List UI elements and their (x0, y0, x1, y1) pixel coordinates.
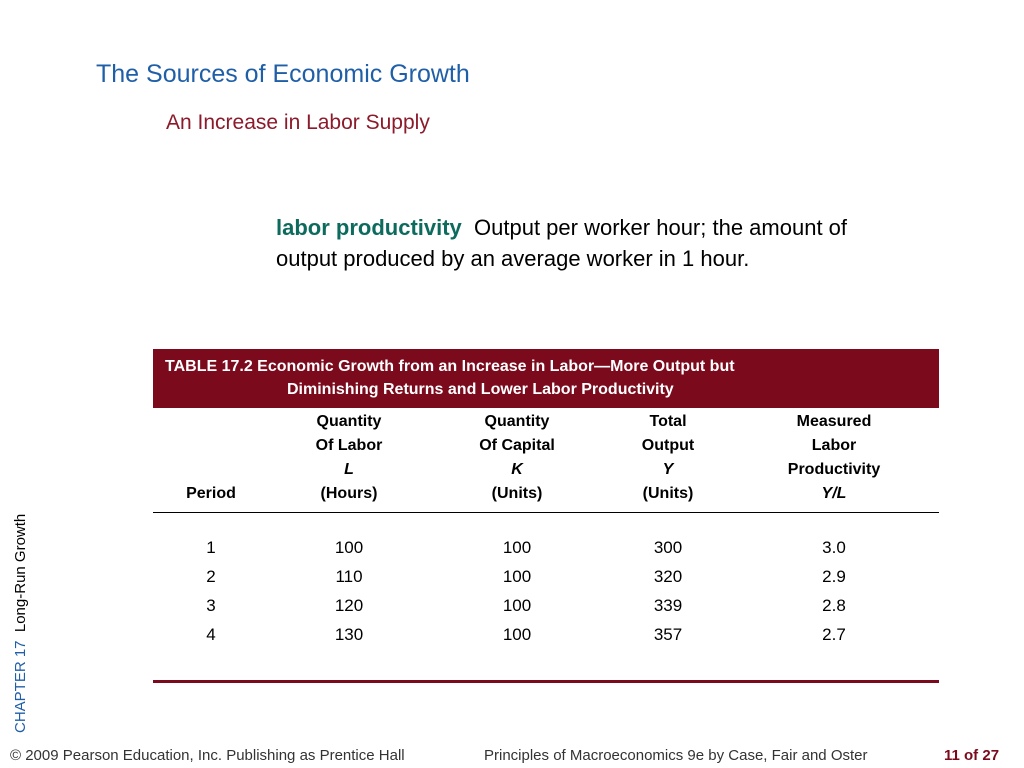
table-cell: 3 (206, 596, 216, 615)
column-header-line: K (511, 461, 523, 478)
column-header-line: Of Capital (479, 437, 555, 454)
column-header-2: Quantity Of Labor L (Hours) (274, 410, 424, 506)
column-header-1: Period (136, 482, 286, 506)
table-cell: 100 (502, 567, 532, 586)
header-divider (153, 512, 939, 513)
table-cell: 4 (206, 625, 216, 644)
column-header-line: Y (662, 461, 674, 478)
column-header-line: Output (641, 437, 695, 454)
table-cell: 2.8 (822, 596, 846, 615)
table-cell: 100 (502, 596, 532, 615)
table-cell: 100 (502, 625, 532, 644)
table-row: 2 110 100 320 2.9 (153, 567, 939, 596)
column-header-line: Total (649, 413, 687, 430)
chapter-number: CHAPTER 17 (12, 640, 29, 733)
table-cell: 300 (653, 538, 683, 557)
definition-term: labor productivity (276, 215, 462, 240)
definition-block: labor productivity Output per worker hou… (276, 212, 856, 274)
table-cell: 100 (502, 538, 532, 557)
table-cell: 1 (206, 538, 216, 557)
table-caption-line1: TABLE 17.2 Economic Growth from an Incre… (165, 358, 735, 375)
table-cell: 130 (334, 625, 364, 644)
chapter-topic: Long-Run Growth (12, 513, 29, 633)
column-header-line: Of Labor (315, 437, 383, 454)
table-caption: TABLE 17.2 Economic Growth from an Incre… (153, 349, 939, 408)
definition-text: Output per worker hour; the amount of ou… (276, 215, 848, 271)
column-header-4: Total Output Y (Units) (593, 410, 743, 506)
slide-title: The Sources of Economic Growth (96, 60, 470, 88)
table-cell: 2.7 (822, 625, 846, 644)
column-header-line: Quantity (484, 413, 550, 430)
table-row: 1 100 100 300 3.0 (153, 538, 939, 567)
table-cell: 2.9 (822, 567, 846, 586)
table-cell: 320 (653, 567, 683, 586)
column-header-5: Measured Labor Productivity Y/L (759, 410, 909, 506)
column-header-line: (Units) (642, 485, 694, 502)
footer-page-number: 11 of 27 (944, 747, 1000, 764)
chapter-side-label: CHAPTER 17 Long-Run Growth (12, 514, 29, 733)
column-header-3: Quantity Of Capital K (Units) (442, 410, 592, 506)
table-row: 4 130 100 357 2.7 (153, 625, 939, 654)
table-row: 3 120 100 339 2.8 (153, 596, 939, 625)
column-header-line: (Units) (491, 485, 543, 502)
table-cell: 110 (335, 567, 363, 586)
table-cell: 100 (334, 538, 364, 557)
table-cell: 3.0 (822, 538, 846, 557)
table-cell: 2 (206, 567, 216, 586)
table-caption-line2: Diminishing Returns and Lower Labor Prod… (287, 381, 674, 398)
table-cell: 357 (653, 625, 683, 644)
column-header-line: Measured (796, 413, 872, 430)
table-bottom-rule (153, 680, 939, 683)
column-header-line: Productivity (787, 461, 881, 478)
footer-copyright: © 2009 Pearson Education, Inc. Publishin… (10, 747, 405, 764)
column-header-line: Quantity (316, 413, 382, 430)
table-column-headers: Period Quantity Of Labor L (Hours) Quantity Of… (153, 413, 939, 510)
column-header-line: (Hours) (320, 485, 378, 502)
table-cell: 339 (653, 596, 683, 615)
column-header-line: L (344, 461, 354, 478)
column-header-line: Y/L (821, 485, 847, 502)
column-header-line: Labor (811, 437, 857, 454)
table-cell: 120 (334, 596, 364, 615)
column-header-line: Period (186, 485, 236, 502)
slide-subtitle: An Increase in Labor Supply (166, 111, 430, 134)
footer-book: Principles of Macroeconomics 9e by Case,… (484, 747, 868, 764)
